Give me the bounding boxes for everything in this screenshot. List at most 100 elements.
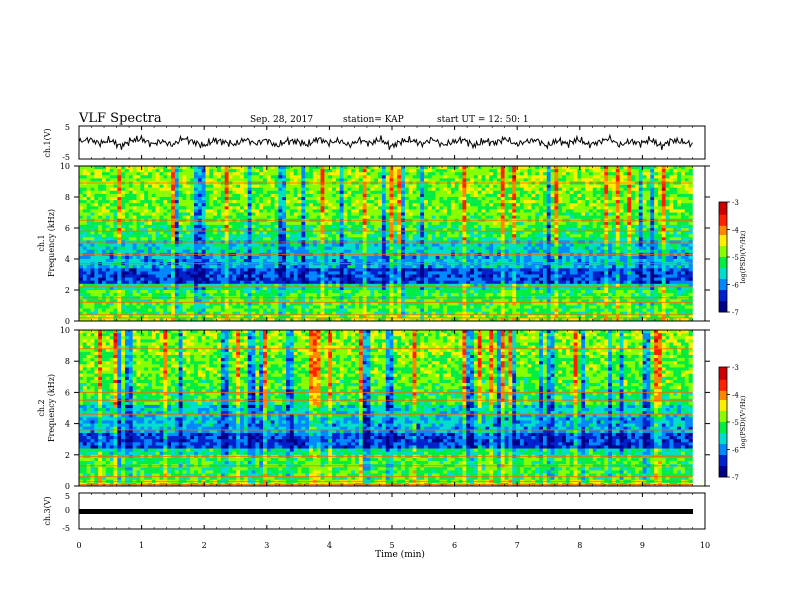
spectrogram-cell	[420, 169, 425, 173]
spectrogram-cell	[393, 187, 398, 192]
spectrogram-cell	[205, 237, 210, 241]
spectrogram-cell	[90, 178, 95, 182]
spectrogram-cell	[539, 221, 544, 226]
spectrogram-cell	[86, 215, 91, 219]
spectrogram-cell	[324, 255, 329, 260]
spectrogram-cell	[190, 169, 195, 173]
spectrogram-cell	[477, 243, 482, 247]
spectrogram-cell	[335, 228, 341, 232]
spectrogram-cell	[454, 206, 459, 210]
spectrogram-cell	[500, 200, 505, 204]
spectrogram-cell	[309, 184, 314, 188]
spectrogram-cell	[151, 209, 156, 213]
spectrogram-cell	[347, 228, 352, 232]
spectrogram-cell	[190, 259, 195, 263]
spectrogram-cell	[186, 206, 191, 210]
spectrogram-cell	[608, 224, 613, 229]
spectrogram-cell	[309, 178, 314, 182]
spectrogram-cell	[243, 246, 248, 250]
spectrogram-cell	[646, 231, 651, 235]
spectrogram-cell	[611, 228, 617, 232]
spectrogram-cell	[416, 169, 421, 173]
spectrogram-cell	[79, 184, 84, 188]
spectrogram-cell	[151, 175, 156, 179]
spectrogram-cell	[554, 243, 559, 247]
spectrogram-cell	[562, 175, 567, 179]
spectrogram-cell	[79, 166, 84, 170]
spectrogram-cell	[485, 212, 490, 216]
spectrogram-cell	[240, 187, 245, 192]
spectrogram-cell	[427, 221, 433, 226]
spectrogram-cell	[493, 184, 498, 188]
spectrogram-cell	[358, 221, 364, 226]
spectrogram-cell	[611, 212, 617, 216]
spectrogram-cell	[385, 231, 390, 235]
spectrogram-cell	[358, 193, 364, 198]
spectrogram-cell	[443, 175, 448, 179]
spectrogram-cell	[623, 212, 628, 216]
spectrogram-cell	[596, 231, 601, 235]
spectrogram-cell	[627, 212, 632, 216]
spectrogram-cell	[374, 175, 379, 179]
spectrogram-cell	[562, 197, 567, 201]
spectrogram-cell	[462, 215, 467, 219]
spectrogram-cell	[608, 178, 613, 182]
spectrogram-cell	[217, 237, 222, 241]
spectrogram-cell	[328, 184, 333, 188]
spectrogram-cell	[251, 255, 256, 260]
spectrogram-cell	[588, 259, 594, 263]
spectrogram-cell	[335, 209, 341, 213]
spectrogram-cell	[217, 212, 222, 216]
spectrogram-cell	[565, 190, 571, 195]
spectrogram-cell	[604, 231, 609, 235]
spectrogram-cell	[148, 166, 153, 170]
spectrogram-cell	[657, 166, 663, 170]
spectrogram-cell	[82, 190, 87, 195]
spectrogram-cell	[416, 228, 421, 232]
spectrogram-cell	[646, 172, 651, 176]
spectrogram-cell	[297, 187, 302, 192]
spectrogram-cell	[588, 212, 594, 216]
spectrogram-cell	[554, 237, 559, 241]
spectrogram-cell	[600, 224, 605, 229]
spectrogram-cell	[577, 184, 582, 188]
spectrogram-cell	[615, 203, 620, 207]
spectrogram-cell	[623, 221, 628, 226]
spectrogram-cell	[240, 175, 245, 179]
spectrogram-cell	[224, 175, 229, 179]
spectrogram-cell	[523, 190, 528, 195]
spectrogram-cell	[611, 169, 617, 173]
spectrogram-cell	[508, 246, 513, 250]
spectrogram-cell	[125, 200, 130, 204]
spectrogram-cell	[512, 169, 517, 173]
spectrogram-cell	[516, 178, 521, 182]
spectrogram-cell	[458, 193, 463, 198]
spectrogram-cell	[213, 212, 218, 216]
spectrogram-cell	[519, 184, 525, 188]
spectrogram-cell	[508, 231, 513, 235]
spectrogram-cell	[554, 200, 559, 204]
spectrogram-cell	[171, 215, 176, 219]
spectrogram-cell	[450, 197, 456, 201]
spectrogram-cell	[650, 243, 655, 247]
spectrogram-cell	[634, 166, 640, 170]
spectrogram-cell	[247, 237, 252, 241]
spectrogram-cell	[174, 215, 179, 219]
spectrogram-cell	[182, 172, 187, 176]
spectrogram-cell	[657, 197, 663, 201]
spectrogram-cell	[627, 200, 632, 204]
spectrogram-cell	[608, 231, 613, 235]
spectrogram-cell	[113, 246, 118, 250]
spectrogram-cell	[289, 255, 295, 260]
spectrogram-cell	[278, 246, 283, 250]
spectrogram-cell	[450, 193, 456, 198]
spectrogram-cell	[673, 231, 678, 235]
spectrogram-cell	[592, 243, 597, 247]
spectrogram-cell	[416, 187, 421, 192]
spectrogram-cell	[324, 175, 329, 179]
spectrogram-cell	[412, 190, 417, 195]
spectrogram-cell	[182, 175, 187, 179]
spectrogram-cell	[619, 221, 624, 226]
spectrogram-cell	[631, 172, 636, 176]
spectrogram-cell	[113, 193, 118, 198]
